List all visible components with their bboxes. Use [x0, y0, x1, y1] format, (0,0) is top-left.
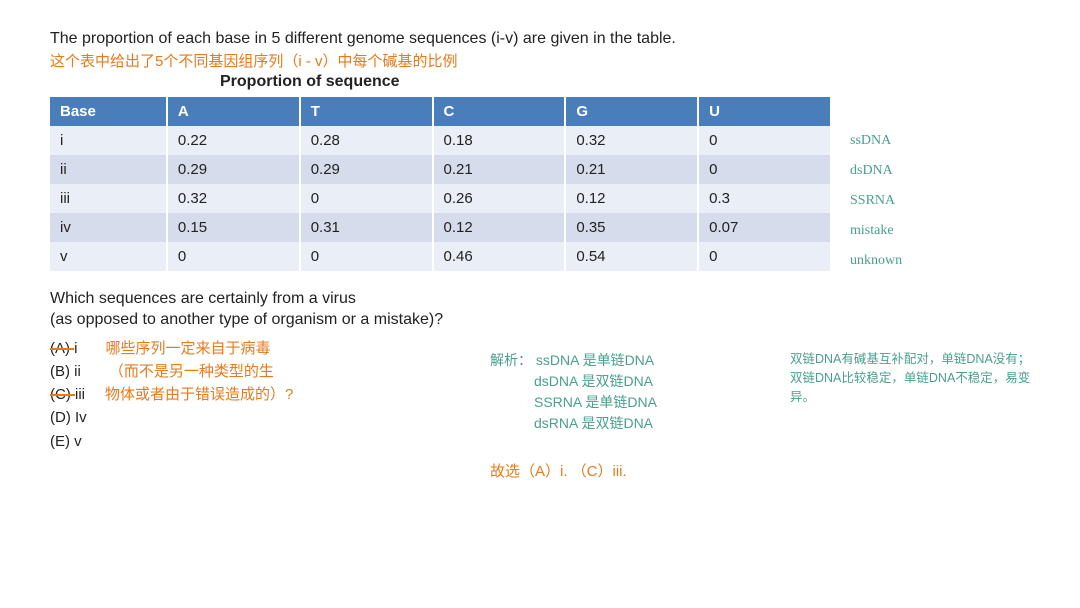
table-cell: 0.35	[565, 213, 698, 242]
extra-teal-note: 双链DNA有碱基互补配对，单链DNA没有； 双链DNA比较稳定，单链DNA不稳定…	[790, 350, 1040, 406]
table-cell: 0.46	[433, 242, 566, 271]
table-cell: iv	[50, 213, 167, 242]
table-cell: 0.31	[300, 213, 433, 242]
col-t: T	[300, 97, 433, 126]
table-cell: 0.32	[167, 184, 300, 213]
explain-block: 解析： ssDNA 是单链DNA dsDNA 是双链DNA SSRNA 是单链D…	[490, 350, 657, 434]
question-title-cn: 这个表中给出了5个不同基因组序列（i - v）中每个碱基的比例	[50, 50, 1030, 71]
table-cell: 0.28	[300, 126, 433, 155]
table-cell: iii	[50, 184, 167, 213]
table-row: ii0.290.290.210.210	[50, 155, 830, 184]
col-base: Base	[50, 97, 167, 126]
final-answer: 故选（A）i. （C）iii.	[490, 460, 627, 481]
row-annotation: mistake	[850, 223, 894, 239]
table-cell: 0	[300, 184, 433, 213]
explain-line-2: SSRNA 是单链DNA	[534, 392, 657, 413]
table-cell: 0.07	[698, 213, 830, 242]
table-row: i0.220.280.180.320	[50, 126, 830, 155]
question-title-en: The proportion of each base in 5 differe…	[50, 30, 1030, 48]
col-g: G	[565, 97, 698, 126]
explain-line-1: dsDNA 是双链DNA	[534, 371, 653, 392]
row-annotation: SSRNA	[850, 193, 895, 209]
table-cell: 0.32	[565, 126, 698, 155]
table-cell: 0.12	[433, 213, 566, 242]
table-cell: 0	[698, 242, 830, 271]
table-row: iii0.3200.260.120.3	[50, 184, 830, 213]
table-cell: 0	[698, 155, 830, 184]
col-c: C	[433, 97, 566, 126]
table-cell: ii	[50, 155, 167, 184]
base-proportion-table: Base A T C G U i0.220.280.180.320ii0.290…	[50, 97, 830, 271]
followup-question: Which sequences are certainly from a vir…	[50, 289, 1030, 331]
table-cell: 0.29	[300, 155, 433, 184]
explain-label: 解析：	[490, 352, 532, 368]
orange-note-2: （而不是另一种类型的生	[109, 360, 274, 383]
choice-b: (B) ii	[50, 360, 81, 383]
choice-d: (D) Iv	[50, 406, 87, 429]
choice-e: (E) v	[50, 430, 82, 453]
orange-note-3: 物体或者由于错误造成的）?	[105, 383, 293, 406]
table-cell: 0	[300, 242, 433, 271]
explain-line-0: ssDNA 是单链DNA	[536, 352, 654, 368]
col-a: A	[167, 97, 300, 126]
table-cell: 0.29	[167, 155, 300, 184]
table-cell: 0.26	[433, 184, 566, 213]
choice-c: (C) iii	[50, 383, 85, 406]
table-row: iv0.150.310.120.350.07	[50, 213, 830, 242]
table-row: v000.460.540	[50, 242, 830, 271]
choice-a: (A) i	[50, 337, 78, 360]
table-cell: 0.21	[433, 155, 566, 184]
table-cell: 0.3	[698, 184, 830, 213]
table-cell: 0	[698, 126, 830, 155]
row-annotation: unknown	[850, 253, 902, 269]
table-cell: 0	[167, 242, 300, 271]
table-header-row: Base A T C G U	[50, 97, 830, 126]
orange-note-1: 哪些序列一定来自于病毒	[106, 337, 271, 360]
table-cell: 0.21	[565, 155, 698, 184]
table-subtitle: Proportion of sequence	[220, 73, 1030, 91]
col-u: U	[698, 97, 830, 126]
row-annotation: ssDNA	[850, 133, 891, 149]
row-annotation: dsDNA	[850, 163, 893, 179]
table-cell: 0.12	[565, 184, 698, 213]
table-cell: 0.18	[433, 126, 566, 155]
table-cell: i	[50, 126, 167, 155]
table-cell: 0.15	[167, 213, 300, 242]
table-cell: v	[50, 242, 167, 271]
table-cell: 0.54	[565, 242, 698, 271]
table-cell: 0.22	[167, 126, 300, 155]
explain-line-3: dsRNA 是双链DNA	[534, 413, 653, 434]
